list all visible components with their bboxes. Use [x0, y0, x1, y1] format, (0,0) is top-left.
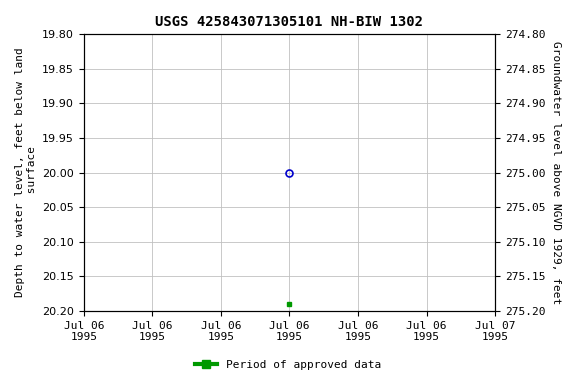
- Legend: Period of approved data: Period of approved data: [191, 356, 385, 375]
- Title: USGS 425843071305101 NH-BIW 1302: USGS 425843071305101 NH-BIW 1302: [156, 15, 423, 29]
- Y-axis label: Depth to water level, feet below land
 surface: Depth to water level, feet below land su…: [15, 48, 37, 298]
- Y-axis label: Groundwater level above NGVD 1929, feet: Groundwater level above NGVD 1929, feet: [551, 41, 561, 304]
